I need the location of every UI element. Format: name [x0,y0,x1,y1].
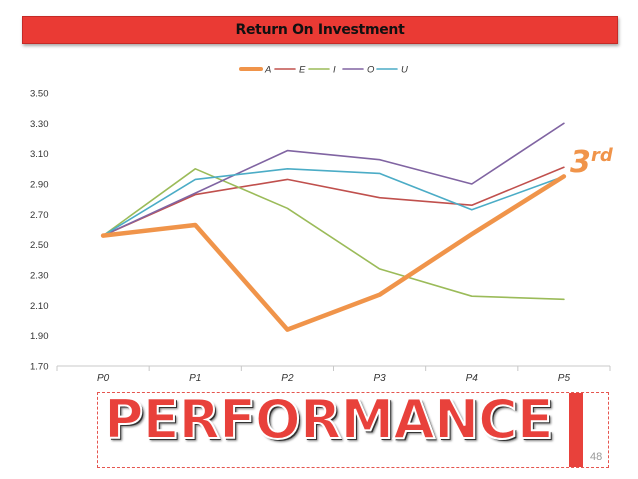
y-axis: 1.70 1.90 2.10 2.30 2.50 2.70 2.90 3.10 3.30 3.50 [30,89,49,373]
x-tick-label: P4 [466,373,479,384]
series-line-o [102,122,565,237]
legend-label-e: E [299,65,306,76]
x-tick-label: P1 [189,373,201,384]
legend-label-u: U [401,65,408,76]
y-tick-label: 3.50 [30,89,49,100]
series-line-i [102,168,565,301]
y-tick-label: 2.90 [30,180,49,191]
line-chart: A E I O U 1.70 1.90 2.10 2.30 2.50 2.70 2.90 3.10 3.… [30,65,614,385]
series-line-u [102,168,565,237]
x-tick-label: P3 [373,373,386,384]
series-line-e [102,166,565,237]
y-tick-label: 3.10 [30,149,49,160]
x-axis: P0 P1 P2 P3 P4 P5 [56,365,611,384]
x-tick-label: P0 [97,373,110,384]
banner-frame [97,392,609,468]
x-tick-label: P2 [281,373,294,384]
y-tick-label: 2.50 [30,240,49,251]
y-tick-label: 2.30 [30,271,49,282]
callout-number: 3 [570,145,591,180]
slide-title: Return On Investment [235,22,405,38]
page-number: 48 [590,451,603,463]
title-bar: Return On Investment [22,16,618,44]
callout-suffix: rd [591,145,614,166]
series-lines [100,122,567,332]
y-tick-label: 1.70 [30,362,49,373]
y-tick-label: 2.70 [30,210,49,221]
y-tick-label: 3.30 [30,119,49,130]
y-tick-label: 1.90 [30,331,49,342]
legend-label-i: I [333,65,336,76]
performance-banner: PERFORMANCE [103,387,555,452]
legend-label-a: A [264,65,271,76]
y-tick-label: 2.10 [30,301,49,312]
legend-label-o: O [367,65,375,76]
series-line-a [100,174,567,332]
banner-cursor-bar [569,393,583,467]
x-tick-label: P5 [558,373,571,384]
